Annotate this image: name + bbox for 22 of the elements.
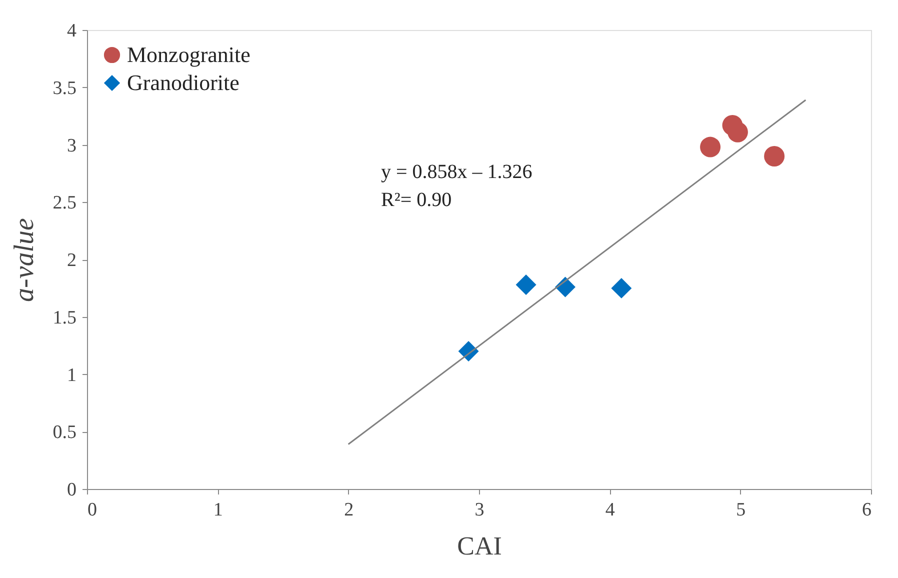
x-tick-label: 1 xyxy=(213,500,223,520)
legend-label: Granodiorite xyxy=(127,70,240,95)
x-tick-label: 0 xyxy=(88,500,97,520)
x-tick-label: 3 xyxy=(474,500,484,520)
y-tick-label: 0 xyxy=(67,480,76,500)
y-tick-label: 4 xyxy=(67,20,77,42)
y-tick-label: 3.5 xyxy=(52,78,76,99)
y-tick-label: 2.5 xyxy=(52,192,76,214)
y-tick-label: 1.5 xyxy=(52,307,76,328)
annotation: R²= 0.90 xyxy=(381,189,452,211)
x-tick-label: 5 xyxy=(736,500,746,520)
y-tick-label: 0.5 xyxy=(52,422,76,444)
x-tick-label: 6 xyxy=(862,500,872,520)
x-tick-label: 4 xyxy=(605,500,616,520)
x-axis-title: CAI xyxy=(457,532,502,560)
y-tick-label: 3 xyxy=(67,135,76,156)
y-axis-title: a-value xyxy=(8,218,40,302)
y-tick-label: 2 xyxy=(67,250,76,271)
annotation: y = 0.858x – 1.326 xyxy=(381,161,532,183)
legend-label: Monzogranite xyxy=(127,42,250,67)
y-tick-label: 1 xyxy=(67,364,76,386)
x-tick-label: 2 xyxy=(344,500,354,520)
